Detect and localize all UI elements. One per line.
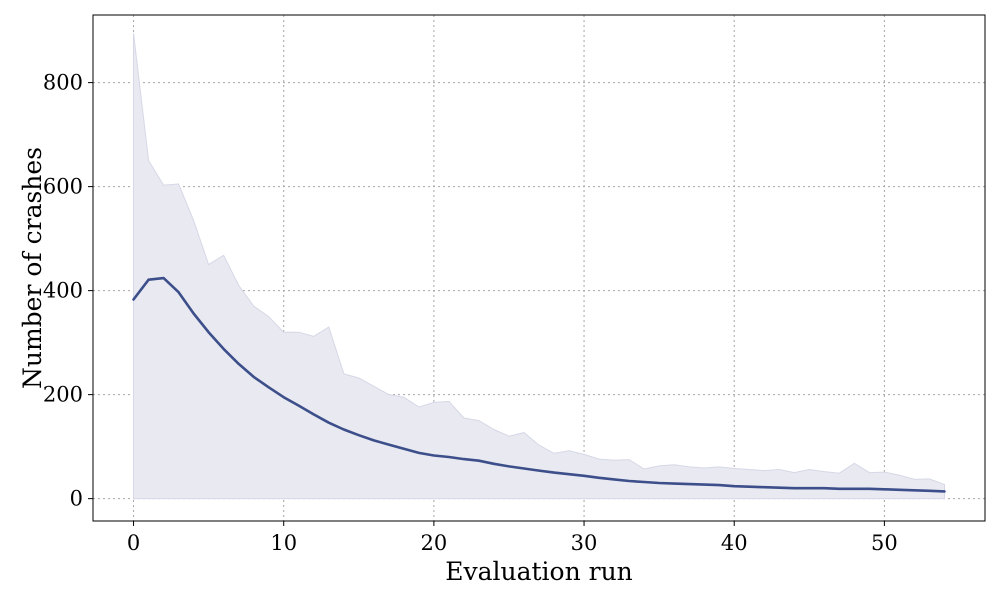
x-tick-label: 10 — [270, 531, 297, 555]
range-band — [133, 33, 945, 500]
y-axis-label: Number of crashes — [18, 147, 47, 389]
y-tick-label: 200 — [43, 383, 83, 407]
mean-line — [132, 276, 946, 493]
mean-line-layer — [132, 276, 946, 493]
x-tick-label: 0 — [127, 531, 140, 555]
x-tick-label: 30 — [571, 531, 598, 555]
tick-layer: 0 10 20 30 40 50 0 200 400 600 800 — [43, 71, 898, 555]
x-tick-label: 40 — [721, 531, 748, 555]
x-tick-label: 50 — [871, 531, 898, 555]
plot-frame — [92, 14, 986, 522]
range-band-layer — [133, 33, 945, 500]
y-tick-label: 0 — [70, 487, 83, 511]
y-tick-label: 800 — [43, 71, 83, 95]
x-tick-label: 20 — [421, 531, 448, 555]
x-axis-label: Evaluation run — [445, 557, 633, 586]
y-tick-label: 600 — [43, 175, 83, 199]
y-tick-label: 400 — [43, 279, 83, 303]
